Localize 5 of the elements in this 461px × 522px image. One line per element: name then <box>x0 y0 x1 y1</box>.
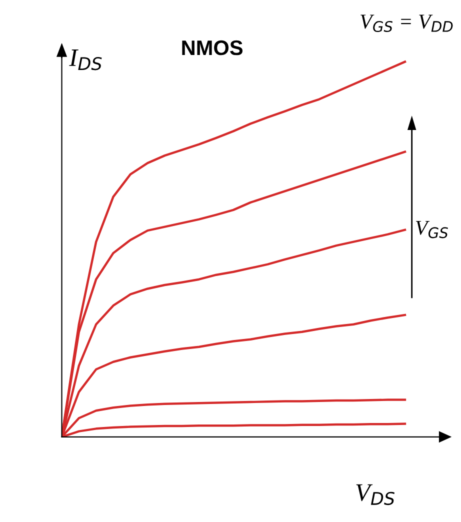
text: V$_{GS}$ = V$_{DD}$ <box>360 14 453 32</box>
chart-title: NMOS <box>182 40 242 56</box>
y-axis-title: I$_{DS}$ <box>69 50 102 70</box>
x-axis-title: V$_{DS}$ <box>356 484 395 506</box>
text: V$_{GS}$ <box>416 220 448 238</box>
